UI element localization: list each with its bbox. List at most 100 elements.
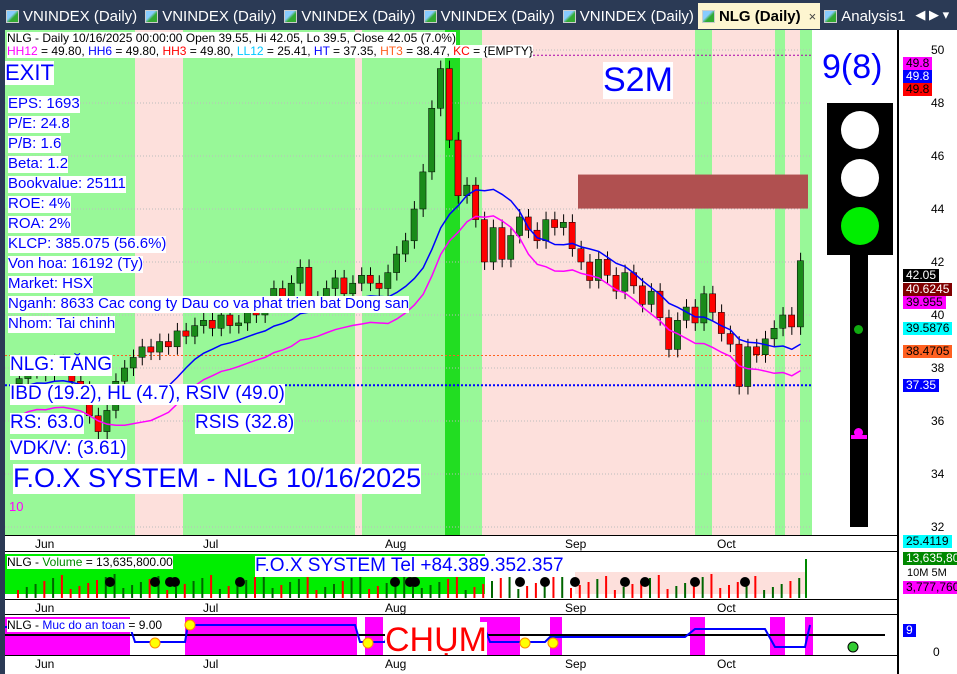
price-tick: 40 xyxy=(931,308,945,322)
chart-icon xyxy=(701,9,715,23)
candle xyxy=(656,290,664,318)
volume-panel[interactable]: NLG - Volume = 13,635,800.00 F.O.X SYSTE… xyxy=(5,554,897,599)
volume-bar xyxy=(359,575,362,598)
volume-bar xyxy=(578,585,581,598)
tab-label: VNINDEX (Daily) xyxy=(162,7,277,25)
indicator-value: = 38.47, xyxy=(402,44,454,58)
volume-bar xyxy=(280,585,283,598)
price-tag: 40.6245 xyxy=(903,283,953,296)
light-yellow-off xyxy=(841,159,879,197)
price-tag: 37.35 xyxy=(903,379,940,392)
price-tick: 38 xyxy=(931,361,945,375)
price-tag: 42.05 xyxy=(903,269,940,282)
volume-bar xyxy=(482,584,485,598)
candle xyxy=(612,275,620,292)
price-panel[interactable]: NLG - Daily 10/16/2025 00:00:00 Open 39.… xyxy=(5,30,812,535)
tab-label: Analysis1 xyxy=(841,7,906,25)
candle xyxy=(568,222,576,249)
ohlc-header: NLG - Daily 10/16/2025 00:00:00 Open 39.… xyxy=(7,31,456,46)
candle xyxy=(191,325,199,337)
volume-bar xyxy=(517,589,520,598)
tab-5[interactable]: NLG (Daily) × xyxy=(697,3,821,29)
tab-1[interactable]: VNINDEX (Daily) xyxy=(141,3,280,29)
volume-dot xyxy=(515,577,525,587)
candle xyxy=(393,253,400,273)
volume-bar xyxy=(754,576,757,598)
tab-4[interactable]: VNINDEX (Daily) xyxy=(559,3,698,29)
candle xyxy=(454,139,462,196)
volume-bar xyxy=(78,586,81,598)
volume-value: = 13,635,800.00 xyxy=(82,555,173,569)
volume-bar xyxy=(473,587,476,598)
signal-label: 9(8) xyxy=(822,48,883,86)
candle xyxy=(603,259,611,276)
volume-bar xyxy=(657,575,660,598)
safety-panel[interactable]: NLG - Muc do an toan = 9.00 CHỤM xyxy=(5,617,897,655)
month-label: Jun xyxy=(35,537,55,551)
level-8-marker xyxy=(149,637,161,649)
tab-scroll-icon[interactable]: ◀ ▶ ▾ xyxy=(915,7,950,22)
candle xyxy=(103,410,111,432)
candle xyxy=(121,367,128,382)
chart-icon xyxy=(824,9,838,23)
month-label: Jun xyxy=(35,601,55,615)
tab-0[interactable]: VNINDEX (Daily) xyxy=(2,3,141,29)
candle xyxy=(533,229,541,242)
candle xyxy=(586,261,594,281)
tab-2[interactable]: VNINDEX (Daily) xyxy=(280,3,419,29)
tab-label: VNINDEX (Daily) xyxy=(579,7,694,25)
safety-tick: 0 xyxy=(933,645,940,659)
candle xyxy=(621,272,629,292)
vdk-label: VDK/V: (3.61) xyxy=(10,438,127,460)
volume-dot xyxy=(640,577,650,587)
candle xyxy=(375,282,383,289)
volume-bar xyxy=(789,581,792,598)
candle xyxy=(331,277,339,289)
price-axis[interactable]: 50 48 46 44 42 40 38 36 34 32 49.8 49.8 49.8 42.05 40.… xyxy=(897,30,957,674)
candle xyxy=(200,320,207,326)
candle xyxy=(156,341,163,353)
candle xyxy=(489,227,497,263)
candle xyxy=(595,259,602,281)
price-chart[interactable] xyxy=(5,30,812,535)
contact-label: F.O.X SYSTEM Tel +84.389.352.357 xyxy=(255,555,564,577)
volume-bar xyxy=(341,581,344,598)
candle xyxy=(761,338,769,356)
indicator-header: HH12 = 49.80, HH6 = 49.80, HH3 = 49.80, … xyxy=(7,44,533,59)
volume-bar xyxy=(87,583,90,598)
volume-bar xyxy=(131,585,134,598)
volume-dot xyxy=(690,577,700,587)
candle xyxy=(384,272,392,289)
volume-prefix: NLG - xyxy=(7,555,43,569)
volume-band xyxy=(575,572,805,594)
volume-bar xyxy=(728,585,730,598)
fundamental-item: Nganh: 8633 Cac cong ty Dau co va phat t… xyxy=(8,295,410,313)
tab-6[interactable]: Analysis1 xyxy=(820,3,909,29)
chart-window: NLG - Daily 10/16/2025 00:00:00 Open 39.… xyxy=(5,30,957,674)
level-8-marker xyxy=(362,637,374,649)
volume-bar xyxy=(701,577,704,598)
panel-tag: 3,777,760 xyxy=(903,581,957,594)
chart-icon xyxy=(562,9,576,23)
volume-bar xyxy=(254,577,256,598)
volume-bar xyxy=(447,579,450,598)
volume-bar xyxy=(113,574,116,598)
tab-bar: VNINDEX (Daily) VNINDEX (Daily) VNINDEX (D… xyxy=(0,0,957,30)
volume-bar xyxy=(596,579,599,598)
pole-dot-green xyxy=(854,325,863,334)
tab-3[interactable]: VNINDEX (Daily) xyxy=(420,3,559,29)
candle xyxy=(217,314,225,329)
close-tab-icon[interactable]: × xyxy=(808,8,817,24)
fundamental-item: Von hoa: 16192 (Ty) xyxy=(8,255,144,273)
candle xyxy=(647,290,655,305)
volume-bar xyxy=(210,575,213,598)
volume-bar xyxy=(438,582,441,598)
volume-bar xyxy=(403,577,406,598)
price-tag: 38.4705 xyxy=(903,345,953,358)
volume-bar xyxy=(166,590,169,598)
volume-bar xyxy=(236,583,239,598)
volume-bar xyxy=(763,590,766,598)
candle xyxy=(779,314,787,329)
candle xyxy=(753,346,760,355)
volume-bar xyxy=(385,583,388,598)
